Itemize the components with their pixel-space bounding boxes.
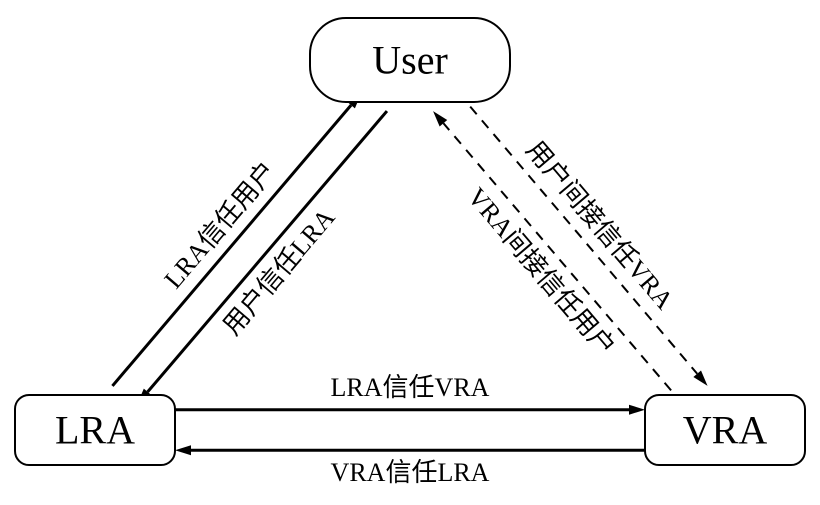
trust-diagram: LRA信任用户用户信任LRA用户间接信任VRAVRA间接信任用户LRA信任VRA… [0,0,820,505]
arrowhead-vra-to-lra [175,445,191,455]
edge-label-vra-to-lra: VRA信任LRA [331,458,490,487]
node-label-vra: VRA [683,408,768,453]
node-label-user: User [372,38,448,83]
arrowhead-lra-to-vra [629,405,645,415]
edges-layer: LRA信任用户用户信任LRA用户间接信任VRAVRA间接信任用户LRA信任VRA… [112,93,707,487]
node-label-lra: LRA [55,408,135,453]
edge-label-lra-to-vra: LRA信任VRA [331,373,490,402]
